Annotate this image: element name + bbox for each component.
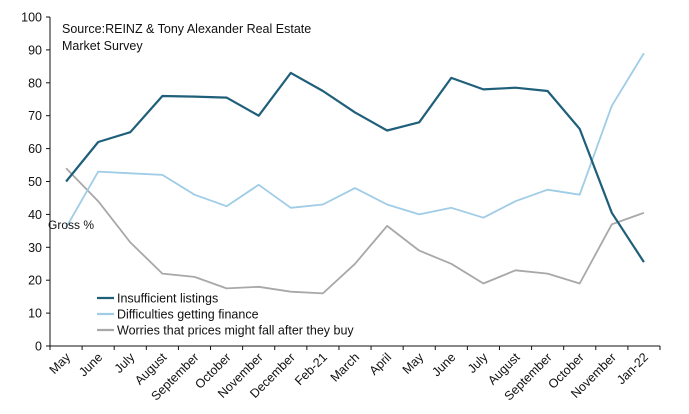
y-axis-label: Gross % [48,218,95,232]
series-line-2 [65,52,645,229]
legend-label-2: Difficulties getting finance [117,308,259,322]
legend: Insufficient listings Difficulties gettin… [97,292,354,338]
y-tick-label: 10 [28,307,42,321]
y-tick-label: 90 [28,43,42,57]
x-tick-label: May [400,350,427,377]
x-tick-label: June [76,350,105,379]
series-lines [65,52,645,295]
y-tick-label: 30 [28,241,42,255]
x-tick-label: March [328,350,362,384]
x-tick-label: June [429,350,458,379]
y-tick-label: 20 [28,274,42,288]
series-line-3 [65,167,645,295]
x-tick-label: July [465,350,491,376]
y-axis: 0 10 20 30 40 50 60 70 80 90 100 [21,11,51,354]
x-tick-label: July [112,350,138,376]
y-tick-label: 100 [21,11,42,25]
y-tick-label: 50 [28,175,42,189]
y-tick-label: 40 [28,208,42,222]
x-tick-label: May [47,350,74,377]
x-tick-label: Jan-22 [614,350,651,387]
y-tick-label: 80 [28,76,42,90]
x-tick-label: April [367,350,395,378]
y-tick-label: 70 [28,109,42,123]
chart-source-note: Source:REINZ & Tony Alexander Real Estat… [62,22,312,53]
y-tick-label: 0 [35,340,42,354]
series-line-1 [65,71,645,263]
legend-label-3: Worries that prices might fall after the… [117,324,354,338]
y-tick-label: 60 [28,142,42,156]
legend-label-1: Insufficient listings [117,292,218,306]
x-axis: May June JulyAugustSeptemberOctoberNovembe… [47,345,661,403]
x-tick-label: Feb-21 [292,350,330,388]
